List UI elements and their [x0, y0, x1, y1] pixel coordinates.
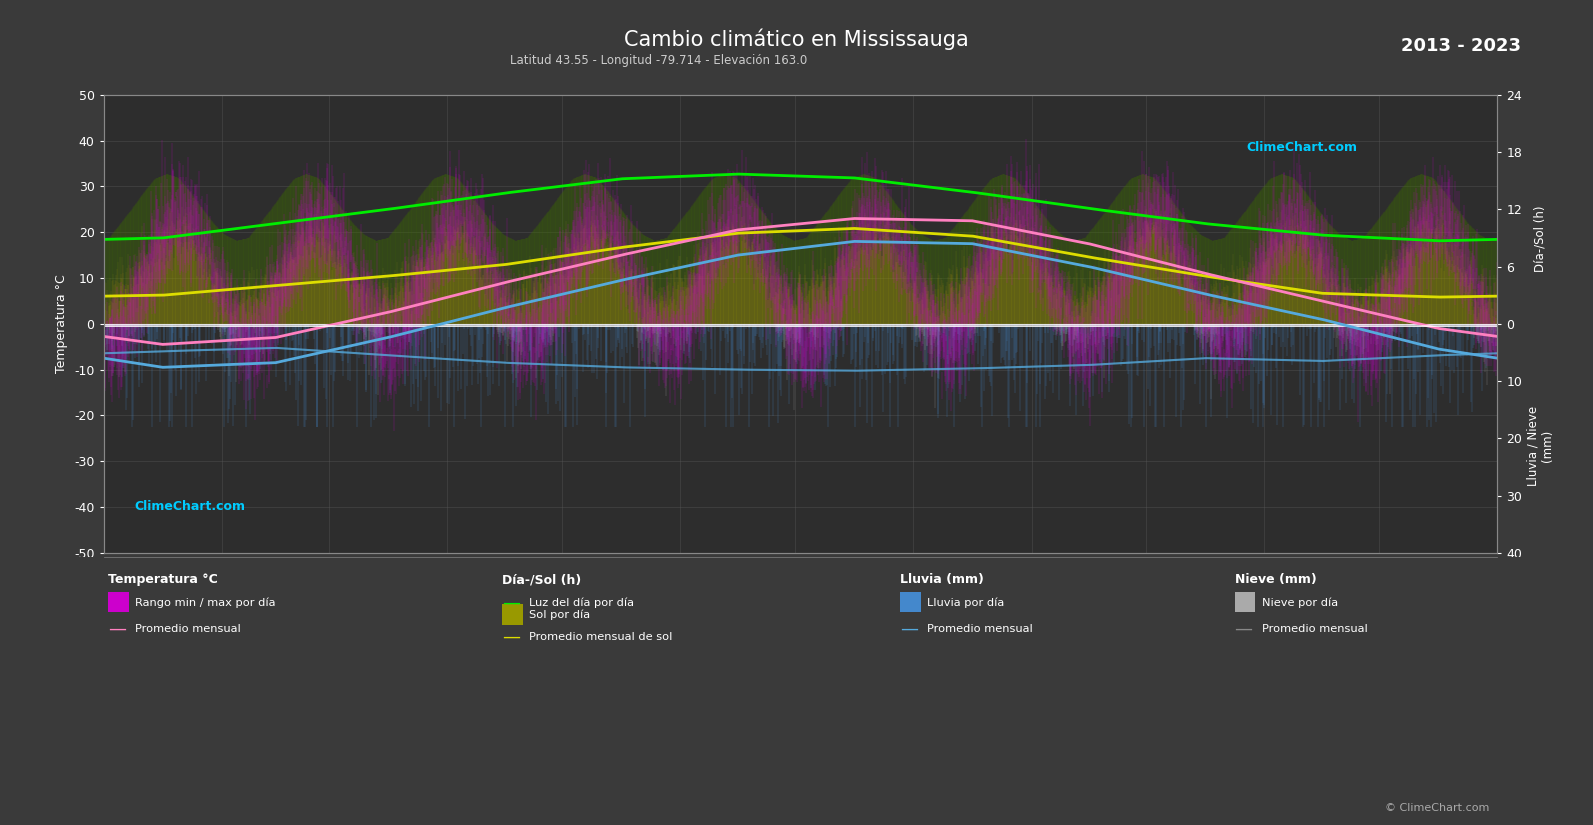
Text: Promedio mensual: Promedio mensual: [927, 624, 1032, 634]
Text: Nieve por día: Nieve por día: [1262, 597, 1338, 607]
Text: Día-/Sol (h): Día-/Sol (h): [502, 573, 581, 587]
Y-axis label: Temperatura °C: Temperatura °C: [56, 275, 68, 373]
Text: —: —: [108, 620, 126, 638]
Text: Rango min / max por día: Rango min / max por día: [135, 597, 276, 607]
Text: Lluvia por día: Lluvia por día: [927, 597, 1004, 607]
Text: Temperatura °C: Temperatura °C: [108, 573, 218, 587]
Text: Promedio mensual: Promedio mensual: [1262, 624, 1367, 634]
Text: —: —: [502, 628, 519, 646]
Text: Nieve (mm): Nieve (mm): [1235, 573, 1316, 587]
Text: Luz del día por día: Luz del día por día: [529, 597, 634, 607]
Text: —: —: [900, 620, 918, 638]
Text: Lluvia (mm): Lluvia (mm): [900, 573, 984, 587]
Text: Cambio climático en Mississauga: Cambio climático en Mississauga: [624, 29, 969, 50]
Text: Promedio mensual de sol: Promedio mensual de sol: [529, 632, 672, 642]
Text: —: —: [502, 593, 519, 611]
Text: ClimeChart.com: ClimeChart.com: [134, 501, 245, 513]
Text: Sol por día: Sol por día: [529, 610, 589, 620]
Text: © ClimeChart.com: © ClimeChart.com: [1384, 803, 1489, 813]
Text: Lluvia / Nieve
(mm): Lluvia / Nieve (mm): [1526, 405, 1555, 486]
Text: 2013 - 2023: 2013 - 2023: [1402, 37, 1521, 55]
Text: —: —: [1235, 620, 1252, 638]
Text: Día-/Sol (h): Día-/Sol (h): [1534, 206, 1547, 272]
Text: ClimeChart.com: ClimeChart.com: [1246, 140, 1357, 153]
Text: Promedio mensual: Promedio mensual: [135, 624, 241, 634]
Text: Latitud 43.55 - Longitud -79.714 - Elevación 163.0: Latitud 43.55 - Longitud -79.714 - Eleva…: [510, 54, 808, 67]
